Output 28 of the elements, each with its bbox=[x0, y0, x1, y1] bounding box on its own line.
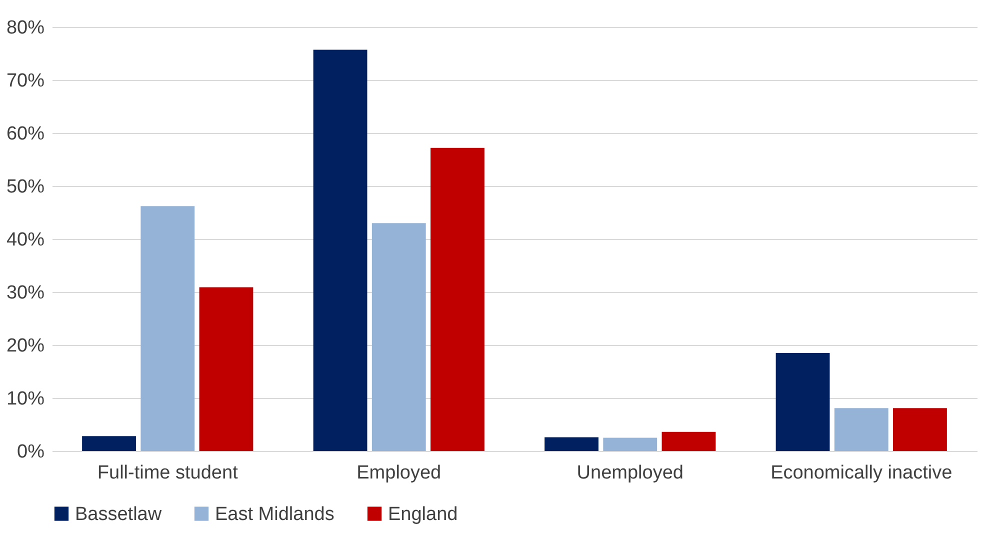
bar bbox=[776, 352, 830, 451]
x-tick-label: Full-time student bbox=[97, 462, 239, 484]
y-tick-label: 40% bbox=[6, 230, 45, 250]
bar bbox=[82, 436, 136, 451]
bar bbox=[662, 432, 716, 451]
legend-label: England bbox=[388, 504, 458, 525]
bar bbox=[544, 437, 598, 451]
x-tick-label: Unemployed bbox=[576, 462, 684, 484]
y-tick-label: 70% bbox=[6, 70, 45, 92]
y-tick-label: 30% bbox=[6, 282, 45, 304]
bar bbox=[313, 50, 368, 451]
bar bbox=[372, 223, 426, 451]
y-tick-label: 0% bbox=[17, 442, 45, 462]
y-tick-label: 50% bbox=[6, 176, 45, 198]
y-tick-label: 60% bbox=[6, 124, 45, 144]
bar bbox=[430, 148, 484, 451]
bar bbox=[603, 438, 658, 451]
bar bbox=[893, 408, 947, 451]
bar bbox=[140, 206, 195, 451]
bar bbox=[199, 287, 254, 451]
legend-label: East Midlands bbox=[215, 504, 334, 525]
legend-label: Bassetlaw bbox=[75, 504, 162, 525]
y-tick-label: 10% bbox=[6, 388, 45, 410]
x-tick-label: Employed bbox=[356, 462, 442, 484]
x-tick-label: Economically inactive bbox=[770, 462, 952, 484]
y-tick-label: 80% bbox=[6, 18, 45, 38]
y-tick-label: 20% bbox=[6, 336, 45, 356]
bar bbox=[834, 408, 888, 451]
